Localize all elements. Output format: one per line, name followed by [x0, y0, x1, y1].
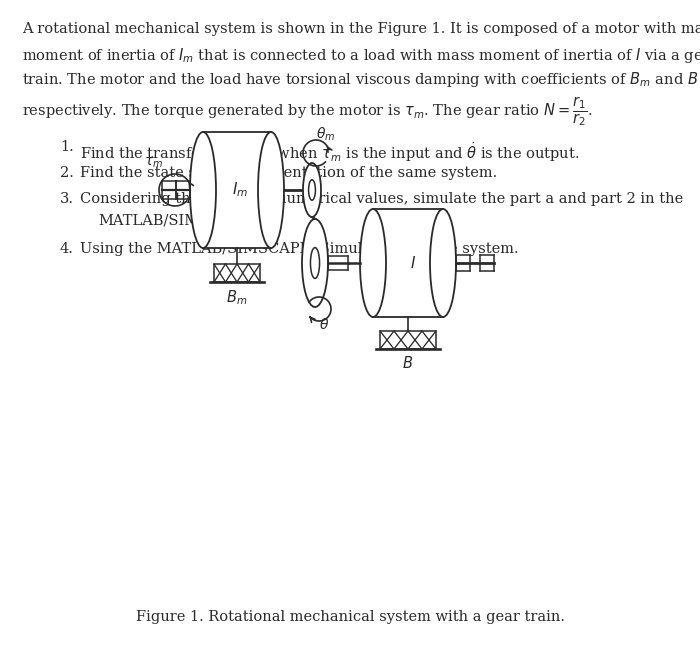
Text: MATLAB/SIMULINK.: MATLAB/SIMULINK. — [98, 214, 256, 228]
Ellipse shape — [303, 163, 321, 217]
Ellipse shape — [360, 209, 386, 317]
Text: $\theta$: $\theta$ — [319, 317, 329, 332]
Bar — [203, 132, 271, 248]
Text: Considering the following numerical values, simulate the part a and part 2 in th: Considering the following numerical valu… — [80, 192, 683, 206]
Text: $\tau_m$: $\tau_m$ — [144, 156, 164, 170]
Bar — [373, 209, 443, 317]
Text: 1.: 1. — [60, 140, 74, 154]
Text: A rotational mechanical system is shown in the Figure 1. It is composed of a mot: A rotational mechanical system is shown … — [22, 22, 700, 36]
Ellipse shape — [430, 209, 456, 317]
Text: 3.: 3. — [60, 192, 74, 206]
Bar — [214, 264, 260, 282]
Text: $B$: $B$ — [402, 355, 414, 371]
Text: moment of inertia of $I_m$ that is connected to a load with mass moment of inert: moment of inertia of $I_m$ that is conne… — [22, 46, 700, 65]
Text: $B_m$: $B_m$ — [226, 288, 248, 307]
Text: Find the transfer function when $\tau_m$ is the input and $\dot{\theta}$ is the : Find the transfer function when $\tau_m$… — [80, 140, 580, 164]
Text: $I_m$: $I_m$ — [232, 181, 248, 200]
Text: respectively. The torque generated by the motor is $\tau_m$. The gear ratio $N =: respectively. The torque generated by th… — [22, 94, 592, 128]
Text: Figure 1. Rotational mechanical system with a gear train.: Figure 1. Rotational mechanical system w… — [136, 610, 564, 624]
Text: Using the MATLAB/SIMSCAPE, Simulate the same system.: Using the MATLAB/SIMSCAPE, Simulate the … — [80, 242, 519, 256]
Ellipse shape — [190, 132, 216, 248]
Ellipse shape — [311, 248, 319, 279]
Bar — [380, 331, 436, 349]
Text: train. The motor and the load have torsional viscous damping with coefficients o: train. The motor and the load have torsi… — [22, 70, 698, 89]
Text: $I$: $I$ — [410, 255, 416, 271]
Ellipse shape — [302, 219, 328, 307]
Text: Find the state space representation of the same system.: Find the state space representation of t… — [80, 166, 497, 180]
Text: 2.: 2. — [60, 166, 74, 180]
Text: 4.: 4. — [60, 242, 74, 256]
Ellipse shape — [309, 180, 316, 200]
Ellipse shape — [258, 132, 284, 248]
Text: $\theta_m$: $\theta_m$ — [316, 125, 335, 143]
